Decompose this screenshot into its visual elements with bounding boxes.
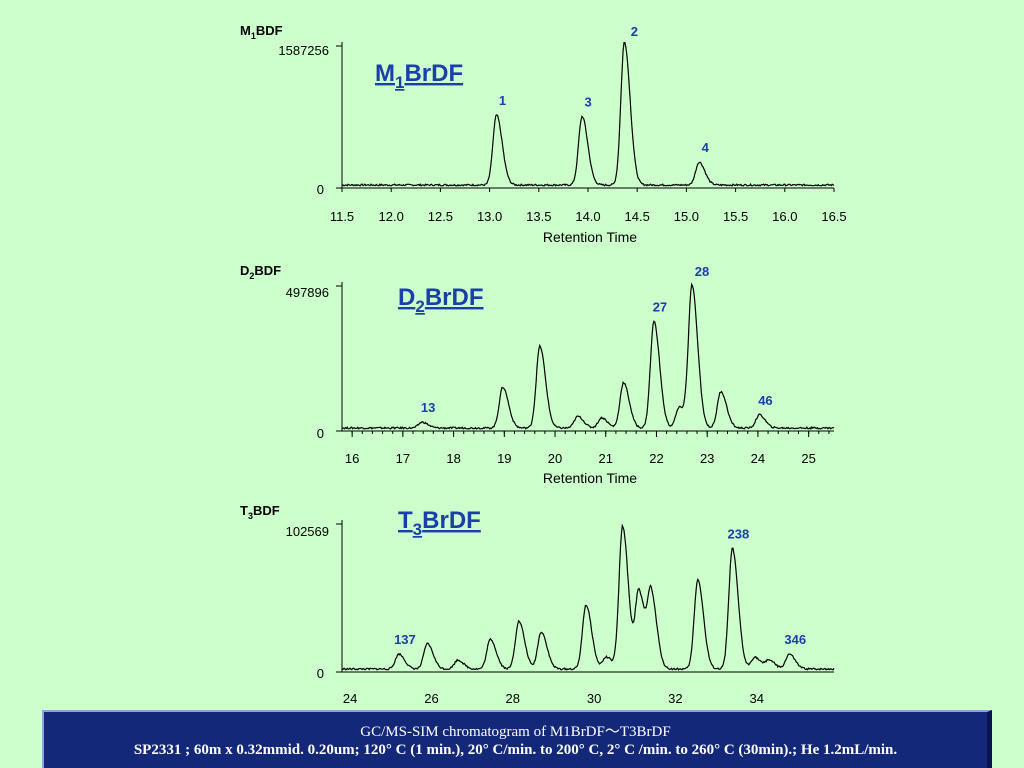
y-max-label: 497896 [286,285,329,300]
x-tick-label: 25 [801,451,815,466]
y-zero-label: 0 [317,426,324,441]
peak-label: 1 [499,93,506,108]
peak-label: 137 [394,632,416,647]
x-tick-label: 18 [446,451,460,466]
x-tick-label: 21 [599,451,613,466]
x-tick-label: 23 [700,451,714,466]
peak-label: 13 [421,400,435,415]
x-tick-label: 26 [424,691,438,706]
x-axis-label: Retention Time [543,470,637,486]
peak-label: 2 [631,24,638,39]
x-axis-label: Retention Time [543,229,637,245]
x-tick-label: 22 [649,451,663,466]
chromatogram-trace [341,42,835,187]
x-tick-label: 16.0 [772,209,797,224]
chromatogram-trace [341,523,835,671]
x-tick-label: 28 [506,691,520,706]
peak-label: 46 [758,393,772,408]
x-tick-label: 16.5 [821,209,846,224]
y-axis-label: T3BDF [240,503,280,521]
chromatogram-panel-3: T3BDF 102569 0 24 26 28 30 32 34 T3BrDF 137 238 346 [240,503,835,706]
peak-label: 238 [727,526,749,541]
y-axis-label: M1BDF [240,23,283,41]
y-max-label: 1587256 [278,43,329,58]
y-zero-label: 0 [317,666,324,681]
panel-title: D2BrDF [398,284,483,316]
x-tick-label: 30 [587,691,601,706]
x-tick-label: 32 [668,691,682,706]
caption-title: GC/MS-SIM chromatogram of M1BrDF～T3BrDF [360,724,671,740]
y-axis-label: D2BDF [240,263,281,281]
x-tick-label: 24 [343,691,357,706]
caption-conditions: SP2331 ; 60m x 0.32mmid. 0.20um; 120° C … [133,742,898,758]
peak-label: 346 [784,632,806,647]
chromatogram-panel-2: D2BDF 497896 0 16 17 18 19 20 21 22 23 24 25 Retentio… [240,263,835,486]
peak-label: 4 [702,140,710,155]
x-tick-label: 14.0 [575,209,600,224]
x-tick-label: 13.0 [477,209,502,224]
panel-title: M1BrDF [375,60,463,92]
x-tick-label: 14.5 [625,209,650,224]
peak-label: 27 [653,299,667,314]
y-zero-label: 0 [317,182,324,197]
chromatogram-panel-1: M1BDF 1587256 0 11.5 12.0 12.5 13.0 13.5 14.0 14.… [240,23,847,245]
caption-box: GC/MS-SIM chromatogram of M1BrDF～T3BrDF … [42,710,992,768]
x-tick-label: 12.0 [379,209,404,224]
x-tick-label: 34 [750,691,764,706]
x-tick-label: 16 [345,451,359,466]
x-tick-label: 24 [751,451,765,466]
peak-label: 28 [695,264,709,279]
x-tick-label: 11.5 [330,209,354,224]
x-tick-label: 12.5 [428,209,453,224]
x-tick-label: 15.0 [674,209,699,224]
x-tick-label: 19 [497,451,511,466]
x-tick-label: 15.5 [723,209,748,224]
x-tick-label: 13.5 [526,209,551,224]
peak-label: 3 [584,94,591,109]
chromatogram-trace [341,282,835,430]
y-max-label: 102569 [286,524,329,539]
x-tick-label: 17 [396,451,410,466]
panel-title: T3BrDF [398,507,481,539]
x-tick-label: 20 [548,451,562,466]
